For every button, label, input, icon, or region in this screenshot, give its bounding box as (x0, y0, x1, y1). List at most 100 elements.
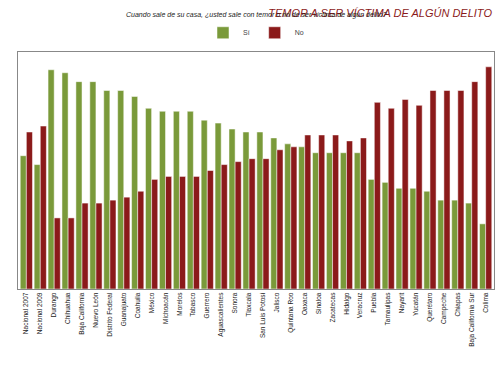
svg-text:Quintana Roo: Quintana Roo (287, 292, 295, 332)
svg-text:Campeche: Campeche (440, 292, 448, 324)
svg-text:50: 50 (349, 144, 350, 145)
svg-text:67: 67 (433, 94, 434, 95)
svg-text:Colima: Colima (482, 292, 489, 313)
svg-text:30: 30 (441, 203, 442, 204)
svg-text:75: 75 (489, 70, 490, 71)
svg-text:49: 49 (288, 147, 289, 148)
svg-text:Cuando sale de su casa, ¿usted: Cuando sale de su casa, ¿usted sale con … (126, 11, 387, 19)
svg-text:56: 56 (218, 126, 219, 127)
svg-text:30: 30 (113, 203, 114, 204)
svg-text:Nuevo León: Nuevo León (92, 292, 99, 327)
svg-text:Chiapas: Chiapas (454, 292, 462, 317)
svg-text:43: 43 (238, 165, 239, 166)
svg-text:53: 53 (29, 135, 30, 136)
svg-text:Chihuahua: Chihuahua (64, 292, 71, 324)
svg-text:38: 38 (196, 179, 197, 180)
svg-text:Sonora: Sonora (231, 292, 238, 313)
svg-text:44: 44 (252, 162, 253, 163)
svg-text:61: 61 (149, 111, 150, 112)
svg-text:Sí: Sí (243, 29, 250, 36)
svg-text:33: 33 (427, 194, 428, 195)
svg-text:Querétaro: Querétaro (426, 292, 434, 322)
svg-text:60: 60 (190, 114, 191, 115)
svg-text:30: 30 (455, 203, 456, 204)
svg-text:47: 47 (280, 153, 281, 154)
svg-text:61: 61 (391, 111, 392, 112)
svg-text:42: 42 (37, 168, 38, 169)
svg-text:53: 53 (260, 135, 261, 136)
svg-text:Durango: Durango (50, 292, 58, 317)
svg-text:Hidalgo: Hidalgo (343, 292, 351, 314)
svg-text:Baja California Sur: Baja California Sur (468, 292, 476, 347)
svg-text:San Luis Potosí: San Luis Potosí (259, 292, 266, 338)
svg-text:44: 44 (266, 162, 267, 163)
svg-text:67: 67 (461, 94, 462, 95)
svg-text:Distrito Federal: Distrito Federal (106, 292, 113, 337)
svg-text:Coahuila: Coahuila (134, 292, 141, 318)
svg-text:Tamaulipas: Tamaulipas (384, 292, 392, 326)
svg-text:Zacatecas: Zacatecas (329, 292, 336, 323)
svg-text:29: 29 (85, 206, 86, 207)
svg-text:46: 46 (357, 156, 358, 157)
svg-text:TEMOR A SER VÍCTIMA DE ALGÚN D: TEMOR A SER VÍCTIMA DE ALGÚN DELITO (268, 7, 492, 19)
svg-text:67: 67 (447, 94, 448, 95)
svg-text:67: 67 (107, 94, 108, 95)
svg-text:65: 65 (135, 99, 136, 100)
svg-text:34: 34 (399, 191, 400, 192)
svg-text:24: 24 (57, 221, 58, 222)
svg-text:Guanajuato: Guanajuato (120, 292, 128, 326)
svg-text:74: 74 (51, 73, 52, 74)
svg-text:31: 31 (127, 200, 128, 201)
svg-text:Aguascalientes: Aguascalientes (217, 292, 225, 337)
svg-text:46: 46 (343, 156, 344, 157)
svg-text:Yucatán: Yucatán (412, 292, 419, 316)
svg-text:42: 42 (224, 168, 225, 169)
svg-text:67: 67 (121, 94, 122, 95)
svg-text:36: 36 (385, 185, 386, 186)
svg-text:34: 34 (413, 191, 414, 192)
svg-text:54: 54 (232, 132, 233, 133)
svg-text:Tabasco: Tabasco (189, 292, 196, 317)
svg-text:55: 55 (43, 129, 44, 130)
svg-text:45: 45 (23, 159, 24, 160)
svg-text:37: 37 (155, 182, 156, 183)
svg-text:Nacional 2009: Nacional 2009 (36, 292, 43, 334)
svg-text:Jalisco: Jalisco (273, 292, 280, 312)
svg-text:62: 62 (419, 108, 420, 109)
svg-text:33: 33 (141, 194, 142, 195)
svg-text:Veracruz: Veracruz (357, 293, 364, 319)
svg-text:60: 60 (176, 114, 177, 115)
svg-text:24: 24 (71, 221, 72, 222)
svg-text:Guerrero: Guerrero (203, 292, 210, 318)
svg-text:57: 57 (204, 123, 205, 124)
svg-text:37: 37 (371, 182, 372, 183)
svg-text:60: 60 (162, 114, 163, 115)
svg-text:Puebla: Puebla (370, 292, 377, 313)
svg-text:48: 48 (294, 150, 295, 151)
svg-text:Nacional 2007: Nacional 2007 (22, 292, 29, 334)
svg-text:51: 51 (363, 141, 364, 142)
svg-text:29: 29 (469, 206, 470, 207)
svg-text:70: 70 (93, 85, 94, 86)
svg-text:51: 51 (274, 141, 275, 142)
svg-text:Tlaxcala: Tlaxcala (245, 292, 252, 317)
svg-text:46: 46 (316, 156, 317, 157)
svg-text:53: 53 (246, 135, 247, 136)
svg-text:Michoacán: Michoacán (162, 292, 169, 324)
svg-text:No: No (295, 29, 304, 36)
svg-text:Morelos: Morelos (176, 292, 183, 316)
svg-text:Sinaloa: Sinaloa (315, 292, 322, 314)
svg-text:29: 29 (99, 206, 100, 207)
svg-text:38: 38 (182, 179, 183, 180)
svg-text:64: 64 (405, 102, 406, 103)
svg-text:46: 46 (329, 156, 330, 157)
svg-text:52: 52 (336, 138, 337, 139)
svg-text:48: 48 (302, 150, 303, 151)
svg-text:22: 22 (483, 227, 484, 228)
svg-text:40: 40 (210, 174, 211, 175)
svg-text:38: 38 (169, 179, 170, 180)
svg-text:Oaxaca: Oaxaca (301, 292, 308, 315)
svg-text:70: 70 (79, 85, 80, 86)
svg-text:Baja California: Baja California (78, 292, 86, 335)
svg-text:Nayarit: Nayarit (398, 292, 406, 313)
